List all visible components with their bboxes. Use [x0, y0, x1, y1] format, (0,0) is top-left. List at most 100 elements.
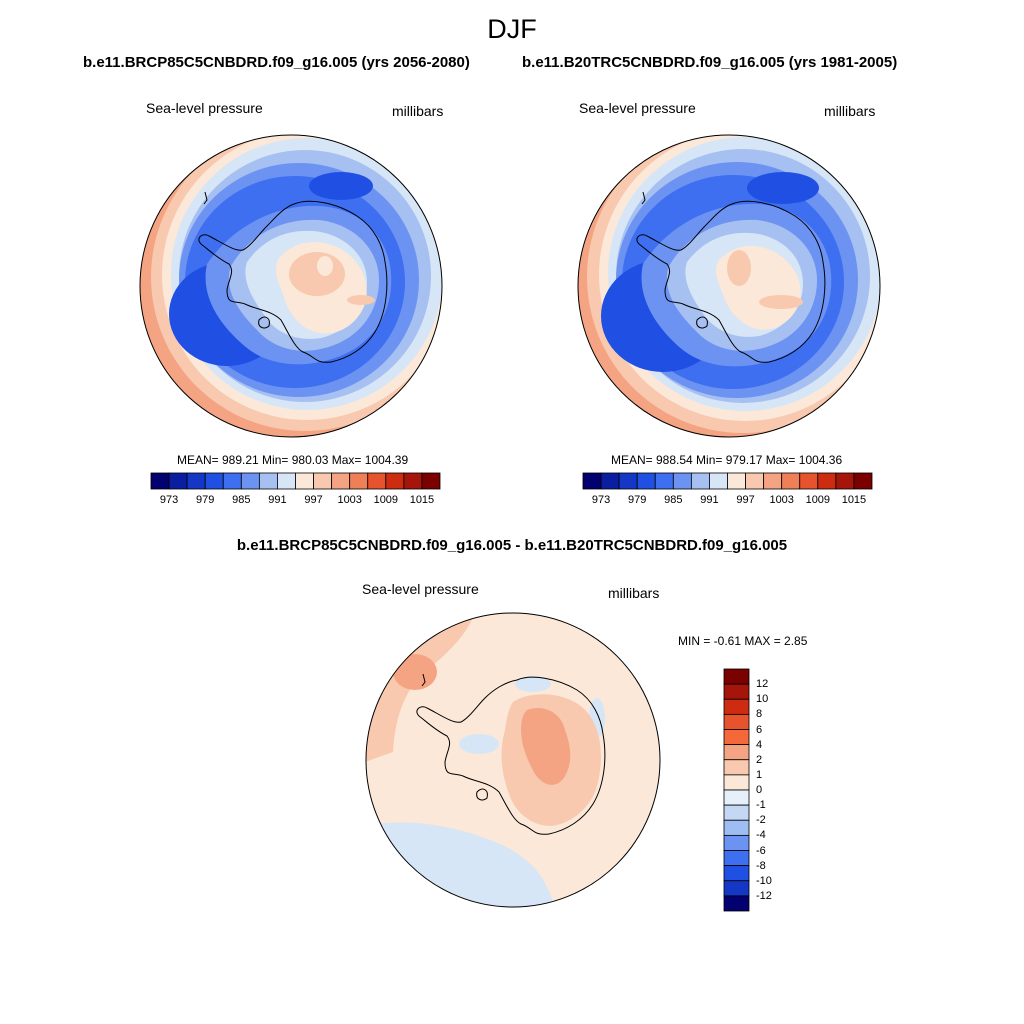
colorbar-swatch [723, 850, 750, 867]
right-units-label: millibars [824, 103, 876, 119]
colorbar-tick-label: 2 [756, 753, 763, 766]
colorbar-tick-label: -12 [756, 889, 772, 902]
colorbar-tick-label: 997 [304, 494, 323, 506]
colorbar-swatch [582, 472, 602, 490]
right-stats: MEAN= 988.54 Min= 979.17 Max= 1004.36 [611, 453, 843, 467]
colorbar-swatch [723, 774, 750, 791]
map-band [347, 295, 375, 305]
colorbar-swatch [186, 472, 206, 490]
colorbar-swatch [723, 834, 750, 851]
colorbar-swatch [331, 472, 351, 490]
colorbar-swatch [799, 472, 819, 490]
colorbar-tick-label: 997 [736, 494, 755, 506]
colorbar-swatch [618, 472, 638, 490]
map-band [459, 734, 499, 754]
map-band [393, 654, 437, 690]
colorbar-tick-label: 985 [232, 494, 251, 506]
colorbar-swatch [745, 472, 765, 490]
colorbar-swatch [835, 472, 855, 490]
colorbar-swatch [781, 472, 801, 490]
coastline [198, 200, 388, 363]
colorbar-swatch [258, 472, 278, 490]
colorbar-swatch [723, 789, 750, 806]
right-map [577, 134, 881, 438]
colorbar-tick-label: 6 [756, 723, 763, 736]
colorbar-tick-label: 1015 [841, 494, 867, 506]
left-units-label: millibars [392, 103, 444, 119]
colorbar-tick-label: 1015 [409, 494, 435, 506]
colorbar-swatch [150, 472, 170, 490]
right-colorbar-ticks: 973 979 985 991 997 1003 1009 1015 [583, 494, 872, 508]
colorbar-swatch [385, 472, 405, 490]
map-band [317, 256, 333, 276]
colorbar-tick-label: 985 [664, 494, 683, 506]
colorbar-swatch [204, 472, 224, 490]
left-variable-label: Sea-level pressure [146, 100, 263, 116]
colorbar-tick-label: 0 [756, 784, 763, 796]
colorbar-swatch [723, 729, 750, 746]
colorbar-swatch [240, 472, 260, 490]
diff-colorbar-ticks: 12 10 8 6 4 2 1 0 -1 -2 -4 -6 -8 -10 -12 [756, 669, 786, 911]
colorbar-swatch [723, 668, 750, 685]
colorbar-tick-label: 10 [756, 693, 769, 706]
colorbar-swatch [723, 698, 750, 715]
map-band [289, 252, 345, 296]
coastline [636, 200, 826, 363]
diff-variable-label: Sea-level pressure [362, 581, 479, 597]
colorbar-swatch [690, 472, 710, 490]
colorbar-swatch [723, 880, 750, 897]
colorbar-swatch [709, 472, 728, 490]
colorbar-tick-label: 8 [756, 708, 763, 721]
colorbar-swatch [723, 759, 750, 776]
colorbar-swatch [723, 683, 750, 700]
colorbar-swatch [723, 865, 750, 882]
map-outline [577, 134, 881, 438]
colorbar-swatch [636, 472, 656, 490]
colorbar-tick-label: -6 [756, 844, 766, 857]
colorbar-tick-label: -1 [756, 799, 766, 812]
colorbar-swatch [349, 472, 369, 490]
left-stats: MEAN= 989.21 Min= 980.03 Max= 1004.39 [177, 453, 409, 467]
coastline [641, 191, 646, 205]
colorbar-tick-label: 991 [700, 494, 719, 506]
right-colorbar [582, 472, 873, 490]
map-band [309, 172, 373, 200]
colorbar-swatch [853, 472, 873, 490]
coastline [203, 191, 208, 205]
map-band [747, 172, 819, 204]
coastline [421, 673, 426, 687]
coastline [258, 316, 270, 329]
figure-title: DJF [487, 14, 537, 44]
diff-stats: MIN = -0.61 MAX = 2.85 [678, 634, 808, 648]
colorbar-swatch [723, 895, 750, 912]
colorbar-tick-label: -10 [756, 874, 772, 887]
colorbar-tick-label: 973 [591, 494, 611, 506]
colorbar-tick-label: 991 [268, 494, 287, 506]
coastline [696, 316, 708, 329]
colorbar-tick-label: 1009 [373, 494, 399, 506]
colorbar-swatch [367, 472, 387, 490]
colorbar-swatch [723, 744, 750, 761]
right-variable-label: Sea-level pressure [579, 100, 696, 116]
colorbar-swatch [727, 472, 746, 490]
colorbar-swatch [723, 804, 750, 821]
diff-colorbar [723, 668, 750, 912]
map-outline [365, 612, 661, 908]
colorbar-tick-label: 1003 [337, 494, 362, 506]
colorbar-tick-label: 1 [756, 768, 763, 781]
map-band [727, 250, 751, 286]
left-colorbar-ticks: 973 979 985 991 997 1003 1009 1015 [151, 494, 440, 508]
right-case-title: b.e11.B20TRC5CNBDRD.f09_g16.005 (yrs 198… [522, 54, 898, 71]
colorbar-swatch [600, 472, 620, 490]
colorbar-swatch [654, 472, 674, 490]
colorbar-swatch [168, 472, 188, 490]
colorbar-tick-label: 973 [159, 494, 179, 506]
diff-units-label: millibars [608, 585, 660, 601]
colorbar-tick-label: -8 [756, 859, 766, 872]
left-case-title: b.e11.BRCP85C5CNBDRD.f09_g16.005 (yrs 20… [83, 54, 470, 71]
colorbar-swatch [723, 819, 750, 836]
colorbar-tick-label: 979 [196, 494, 215, 506]
diff-title: b.e11.BRCP85C5CNBDRD.f09_g16.005 - b.e11… [236, 537, 788, 554]
colorbar-tick-label: 1009 [805, 494, 831, 506]
colorbar-tick-label: -4 [756, 829, 766, 842]
